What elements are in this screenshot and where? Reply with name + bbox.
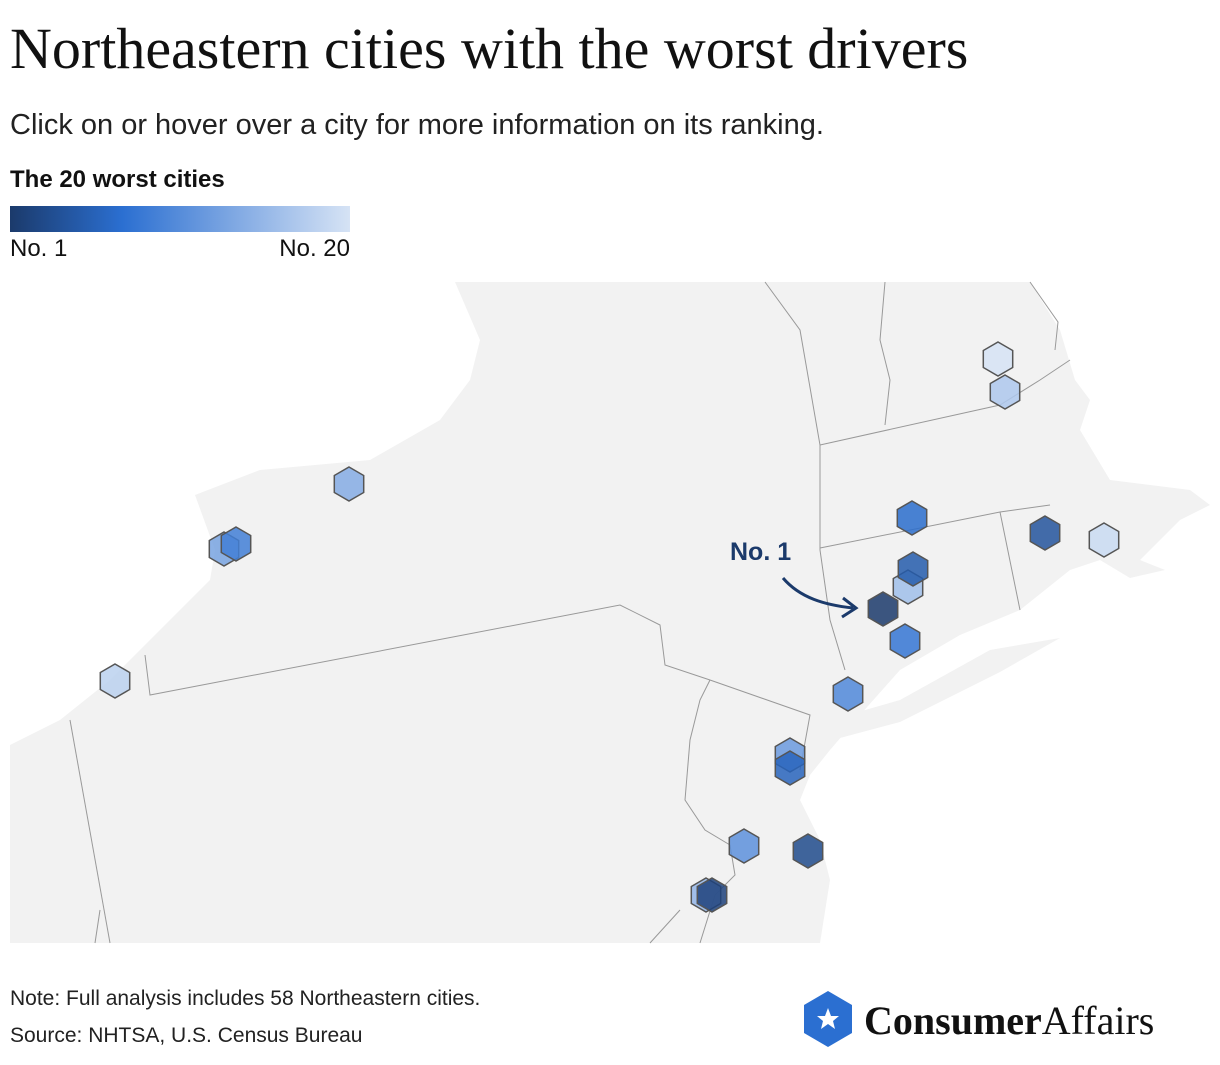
city-hex[interactable] — [982, 341, 1014, 377]
long-island — [830, 638, 1060, 738]
legend-labels: No. 1 No. 20 — [10, 235, 350, 262]
annotation-arrowhead — [841, 596, 859, 619]
legend-label: No. 20 — [279, 235, 350, 262]
city-hex[interactable] — [989, 374, 1021, 410]
basemap — [10, 281, 1210, 944]
city-hex[interactable] — [728, 828, 760, 864]
city-hex[interactable] — [896, 500, 928, 536]
logo-light: Affairs — [1042, 998, 1155, 1043]
legend-title: The 20 worst cities — [10, 166, 225, 193]
city-hex[interactable] — [1029, 515, 1061, 551]
city-hex[interactable] — [867, 591, 899, 627]
logo-bold: Consumer — [864, 998, 1042, 1043]
city-hex[interactable] — [889, 623, 921, 659]
city-hex[interactable] — [774, 750, 806, 786]
title: Northeastern cities with the worst drive… — [10, 16, 968, 81]
city-hex[interactable] — [333, 466, 365, 502]
source: Source: NHTSA, U.S. Census Bureau — [10, 1024, 362, 1047]
note: Note: Full analysis includes 58 Northeas… — [10, 987, 480, 1010]
logo-star — [817, 1008, 839, 1029]
logo: ConsumerAffairs — [804, 991, 1154, 1047]
legend-label: No. 1 — [10, 235, 67, 262]
annotation: No. 1 — [730, 538, 791, 566]
city-hexes — [99, 341, 1120, 913]
subtitle: Click on or hover over a city for more i… — [10, 109, 824, 141]
legend-gradient — [10, 206, 350, 232]
land — [10, 282, 1210, 943]
city-hex[interactable] — [696, 877, 728, 913]
logo-text: ConsumerAffairs — [864, 998, 1154, 1043]
annotation-arrow — [781, 577, 854, 610]
city-hex[interactable] — [897, 551, 929, 587]
city-hex[interactable] — [220, 526, 252, 562]
city-hex[interactable] — [99, 663, 131, 699]
city-hex[interactable] — [832, 676, 864, 712]
city-hex[interactable] — [792, 833, 824, 869]
city-hex[interactable] — [1088, 522, 1120, 558]
